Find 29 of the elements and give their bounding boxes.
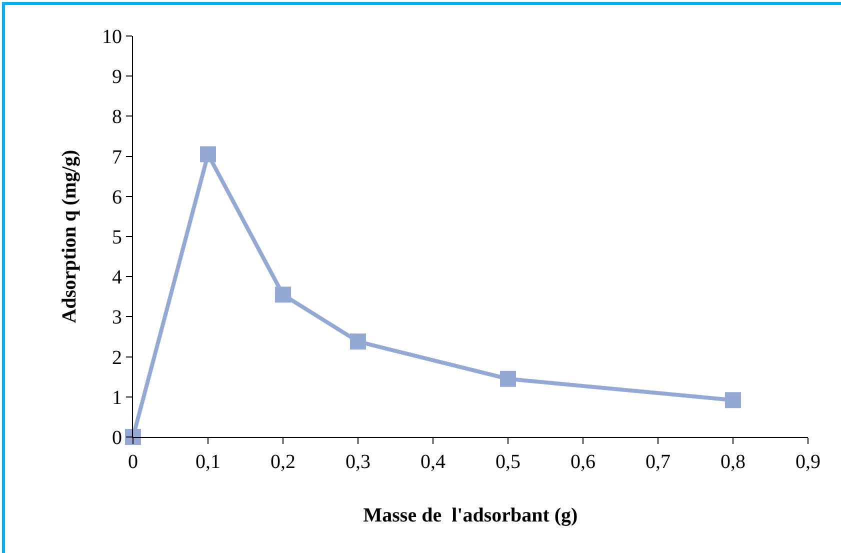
- y-tick-label: 9: [112, 66, 122, 88]
- y-tick-label: 5: [112, 226, 122, 248]
- point: [500, 370, 516, 387]
- y-tick-label: 10: [102, 26, 122, 48]
- y-tick-label: 1: [112, 386, 122, 409]
- point: [725, 392, 741, 408]
- y-tick-label: 8: [112, 106, 122, 128]
- x-tick-label: 0,1: [196, 451, 220, 473]
- point: [350, 334, 366, 350]
- y-tick-label: 7: [112, 146, 122, 168]
- y-tick-label: 3: [112, 306, 122, 329]
- y-tick-label: 2: [112, 346, 122, 369]
- point: [200, 146, 216, 162]
- x-tick-label: 0,5: [496, 451, 520, 473]
- y-tick-label: 4: [112, 266, 122, 289]
- point: [275, 286, 291, 303]
- x-tick-label: 0,7: [646, 451, 670, 473]
- y-axis-title: Adsorption q (mg/g): [58, 150, 80, 324]
- y-tick-label: 6: [112, 186, 122, 208]
- x-tick-label: 0,4: [420, 451, 446, 473]
- point: [125, 429, 141, 445]
- x-tick-label: 0,6: [570, 451, 596, 473]
- x-tick-label: 0,3: [346, 451, 370, 473]
- x-tick-label: 0: [128, 451, 138, 473]
- x-tick-label: 0,2: [270, 451, 296, 473]
- x-tick-label: 0,8: [720, 451, 746, 473]
- y-tick-label: 0: [112, 427, 122, 449]
- x-tick-label: 0,9: [796, 451, 820, 473]
- x-axis-title: Masse de l'adsorbant (g): [363, 504, 578, 526]
